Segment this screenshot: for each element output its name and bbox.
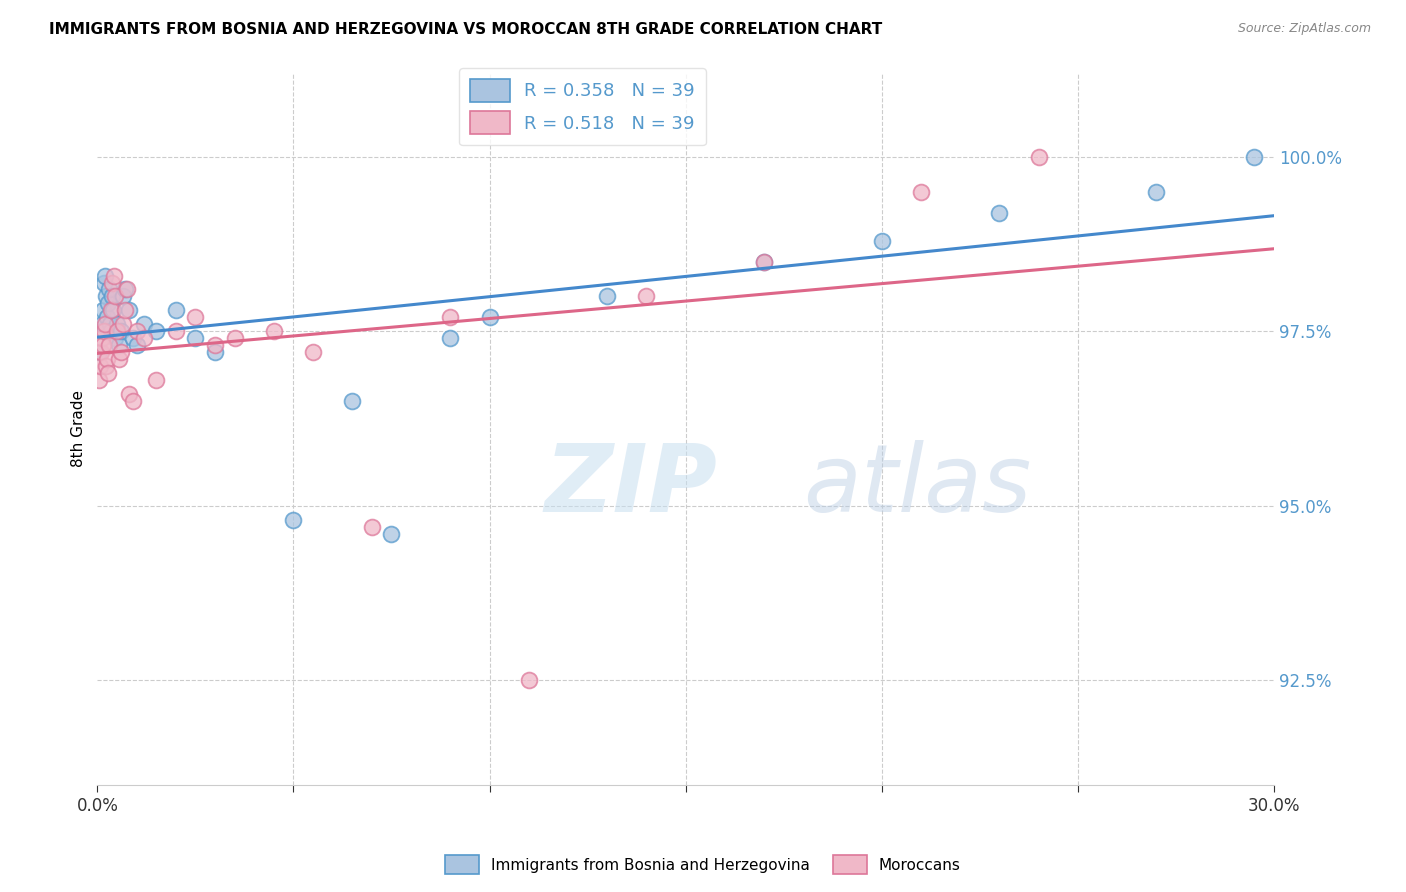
- Point: [98, 283, 121, 297]
- Point: [114, 283, 136, 297]
- Point: [111, 318, 134, 332]
- Point: [90, 324, 112, 338]
- Point: [101, 289, 124, 303]
- Point: [596, 289, 619, 303]
- Point: [752, 254, 775, 268]
- Point: [94, 289, 117, 303]
- Legend: R = 0.358   N = 39, R = 0.518   N = 39: R = 0.358 N = 39, R = 0.518 N = 39: [460, 68, 706, 145]
- Text: ZIP: ZIP: [544, 440, 717, 532]
- Point: [439, 310, 461, 325]
- Point: [184, 331, 207, 345]
- Point: [204, 345, 226, 359]
- Point: [91, 318, 114, 332]
- Point: [103, 268, 125, 283]
- Point: [125, 338, 148, 352]
- Point: [100, 324, 122, 338]
- Point: [165, 324, 187, 338]
- Point: [89, 345, 111, 359]
- Point: [96, 310, 118, 325]
- Point: [118, 387, 141, 401]
- Point: [283, 513, 305, 527]
- Point: [110, 324, 132, 338]
- Point: [90, 345, 112, 359]
- Point: [94, 268, 117, 283]
- Point: [97, 296, 120, 310]
- Point: [91, 331, 114, 345]
- Point: [98, 318, 121, 332]
- Point: [302, 345, 325, 359]
- Point: [121, 394, 143, 409]
- Point: [115, 283, 138, 297]
- Point: [1243, 150, 1265, 164]
- Point: [101, 276, 124, 290]
- Y-axis label: 8th Grade: 8th Grade: [72, 391, 86, 467]
- Point: [517, 673, 540, 687]
- Point: [1144, 185, 1167, 199]
- Point: [98, 338, 121, 352]
- Point: [988, 206, 1011, 220]
- Point: [145, 373, 167, 387]
- Point: [910, 185, 932, 199]
- Point: [104, 331, 127, 345]
- Text: IMMIGRANTS FROM BOSNIA AND HERZEGOVINA VS MOROCCAN 8TH GRADE CORRELATION CHART: IMMIGRANTS FROM BOSNIA AND HERZEGOVINA V…: [49, 22, 883, 37]
- Point: [165, 303, 187, 318]
- Point: [204, 338, 226, 352]
- Point: [134, 331, 156, 345]
- Point: [114, 303, 136, 318]
- Point: [636, 289, 658, 303]
- Point: [94, 359, 117, 374]
- Point: [478, 310, 501, 325]
- Point: [108, 338, 131, 352]
- Point: [439, 331, 461, 345]
- Point: [101, 303, 124, 318]
- Point: [118, 303, 141, 318]
- Point: [93, 324, 115, 338]
- Point: [125, 324, 148, 338]
- Point: [89, 373, 111, 387]
- Point: [108, 352, 131, 367]
- Point: [91, 303, 114, 318]
- Point: [145, 324, 167, 338]
- Point: [89, 359, 111, 374]
- Point: [110, 345, 132, 359]
- Point: [342, 394, 364, 409]
- Point: [105, 318, 128, 332]
- Point: [94, 318, 117, 332]
- Point: [224, 331, 246, 345]
- Text: Source: ZipAtlas.com: Source: ZipAtlas.com: [1237, 22, 1371, 36]
- Point: [111, 289, 134, 303]
- Point: [121, 331, 143, 345]
- Point: [100, 303, 122, 318]
- Point: [870, 234, 893, 248]
- Point: [263, 324, 285, 338]
- Point: [134, 318, 156, 332]
- Point: [97, 366, 120, 380]
- Point: [104, 289, 127, 303]
- Point: [93, 276, 115, 290]
- Legend: Immigrants from Bosnia and Herzegovina, Moroccans: Immigrants from Bosnia and Herzegovina, …: [439, 849, 967, 880]
- Text: atlas: atlas: [803, 441, 1032, 532]
- Point: [105, 324, 128, 338]
- Point: [360, 519, 382, 533]
- Point: [91, 338, 114, 352]
- Point: [380, 526, 402, 541]
- Point: [1028, 150, 1050, 164]
- Point: [96, 352, 118, 367]
- Point: [752, 254, 775, 268]
- Point: [184, 310, 207, 325]
